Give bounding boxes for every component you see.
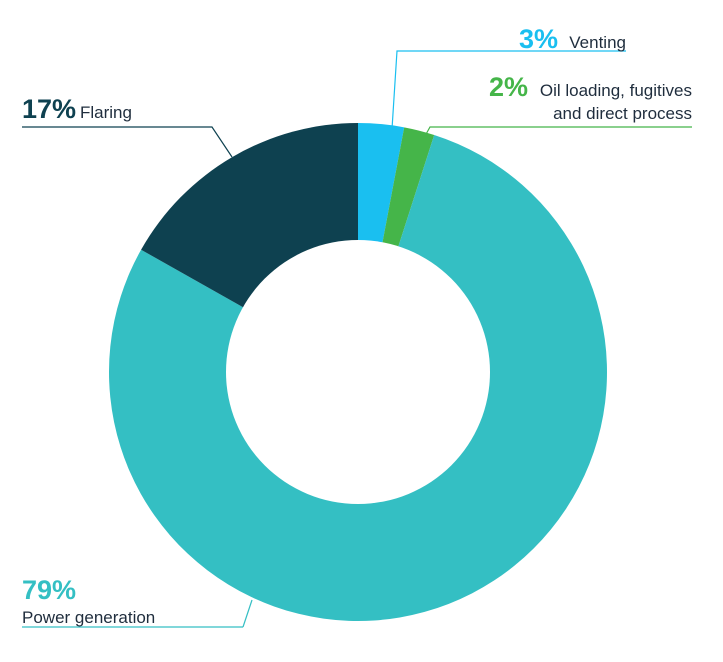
category-label-venting: Venting [569,33,626,52]
percent-label-oil-loading-fugitives-and-direct-process: 2% [489,72,528,102]
donut-hole [226,240,490,504]
category-label-oil-loading-fugitives-and-direct-process-line-1: Oil loading, fugitives [540,81,692,100]
category-label-power-generation: Power generation [22,608,155,627]
leader-line-venting [391,50,626,130]
percent-label-power-generation: 79% [22,575,76,605]
leader-line-power-generation [242,599,253,628]
leader-line-oil-loading-fugitives-and-direct-process [424,126,692,137]
percent-label-venting: 3% [519,24,558,54]
category-label-oil-loading-fugitives-and-direct-process-line-2: and direct process [553,104,692,123]
percent-label-flaring: 17% [22,94,76,124]
slice-labels: 3% Venting 2% Oil loading, fugitives and dir… [22,24,692,627]
leader-line-flaring [22,126,233,158]
category-label-flaring: Flaring [80,103,132,122]
leader-lines [22,50,692,628]
